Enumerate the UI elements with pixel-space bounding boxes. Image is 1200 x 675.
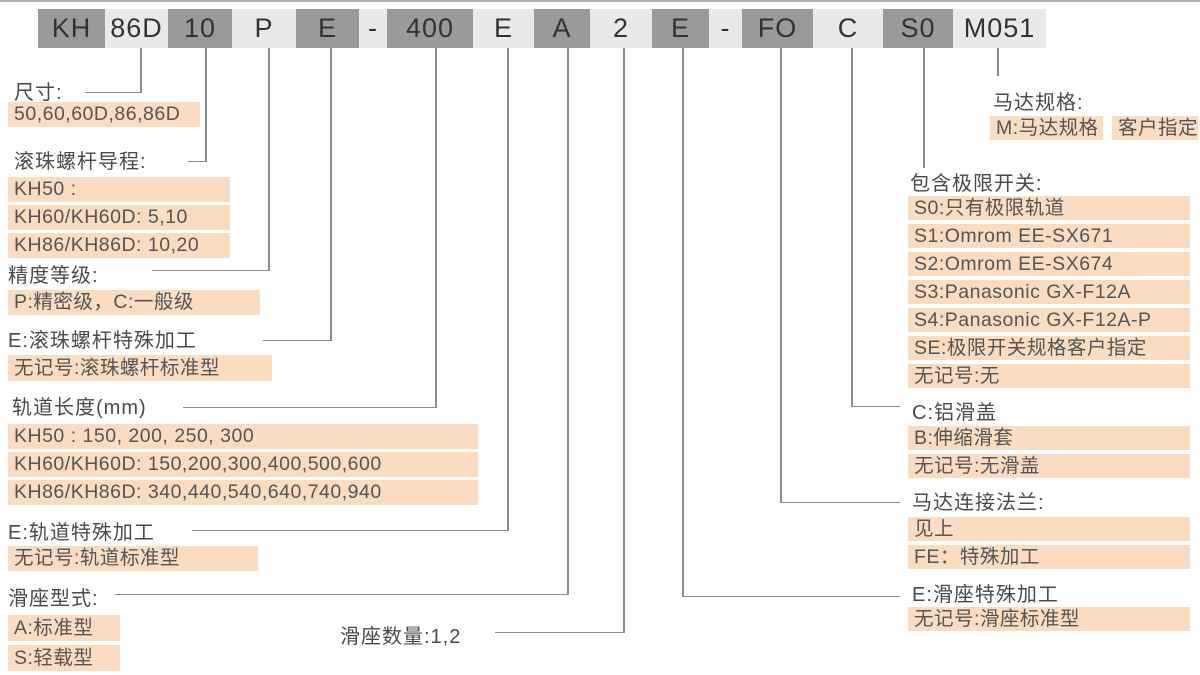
connector-screw-special-line bbox=[330, 48, 332, 341]
code-segment-slider-type: A bbox=[534, 9, 590, 48]
code-segment-lead: 10 bbox=[168, 9, 232, 48]
precision-option: P:精密级，C:一般级 bbox=[8, 290, 260, 315]
connector-rail-special-line bbox=[507, 48, 509, 531]
size-option: 50,60,60D,86,86D bbox=[8, 102, 200, 127]
limit-switch-option: 无记号:无 bbox=[908, 364, 1190, 388]
limit-switch-option: SE:极限开关规格客户指定 bbox=[908, 336, 1190, 360]
code-segment-limit-switch: S0 bbox=[883, 9, 953, 48]
connector-rail-length-line bbox=[435, 48, 437, 408]
rail-machining-label: E:轨道特殊加工 bbox=[8, 522, 155, 544]
code-segment-rail-length: 400 bbox=[387, 9, 473, 48]
code-segment-dash1: - bbox=[359, 9, 387, 48]
flange-label: 马达连接法兰: bbox=[912, 492, 1045, 514]
code-segment-screw-special: E bbox=[296, 9, 359, 48]
limit-switch-option: S3:Panasonic GX-F12A bbox=[908, 280, 1190, 304]
screw-lead-option: KH60/KH60D: 5,10 bbox=[8, 205, 230, 230]
cover-option: 无记号:无滑盖 bbox=[908, 454, 1190, 478]
connector-limit-switch-line bbox=[923, 48, 925, 168]
code-segment-slider-special: E bbox=[652, 9, 709, 48]
connector-cover-line bbox=[851, 48, 853, 407]
slider-type-option: A:标准型 bbox=[8, 615, 120, 641]
code-segment-dash2: - bbox=[709, 9, 742, 48]
slider-type-label: 滑座型式: bbox=[8, 588, 99, 610]
rail-length-option: KH50 : 150, 200, 250, 300 bbox=[8, 424, 478, 449]
motor-spec-label: 马达规格: bbox=[993, 92, 1084, 114]
connector-lead-line bbox=[188, 160, 207, 162]
connector-precision-line bbox=[268, 48, 270, 271]
rail-length-option: KH60/KH60D: 150,200,300,400,500,600 bbox=[8, 452, 478, 477]
connector-rail-length-line bbox=[183, 406, 437, 408]
screw-machining-label: E:滚珠螺杆特殊加工 bbox=[8, 330, 197, 352]
cover-option: B:伸缩滑套 bbox=[908, 426, 1190, 450]
size-label: 尺寸: bbox=[14, 82, 63, 104]
connector-flange-line bbox=[780, 48, 782, 503]
slider-machining-option: 无记号:滑座标准型 bbox=[908, 607, 1190, 631]
motor-spec-option: 客户指定 bbox=[1112, 116, 1198, 140]
connector-rail-special-line bbox=[192, 529, 509, 531]
rail-length-label: 轨道长度(mm) bbox=[12, 397, 147, 419]
screw-lead-option: KH86/KH86D: 10,20 bbox=[8, 233, 230, 258]
code-segment-cover: C bbox=[813, 9, 883, 48]
connector-slider-type-line bbox=[115, 593, 569, 595]
connector-slider-special-line bbox=[682, 595, 900, 597]
limit-switch-option: S0:只有极限轨道 bbox=[908, 196, 1190, 220]
connector-precision-line bbox=[152, 269, 270, 271]
code-segment-precision: P bbox=[232, 9, 296, 48]
connector-lead-line bbox=[205, 48, 207, 162]
screw-lead-option: KH50 : bbox=[8, 177, 230, 202]
code-segment-rail-special: E bbox=[473, 9, 534, 48]
rail-machining-option: 无记号:轨道标准型 bbox=[8, 546, 258, 571]
connector-cover-line bbox=[851, 405, 900, 407]
screw-lead-label: 滚珠螺杆导程: bbox=[14, 151, 147, 173]
limit-switch-option: S1:Omrom EE-SX671 bbox=[908, 224, 1190, 248]
model-code-bar: KH 86D 10 P E - 400 E A 2 E - FO C S0 M0… bbox=[38, 9, 1046, 48]
code-segment-size: 86D bbox=[105, 9, 168, 48]
top-border-line bbox=[0, 0, 1200, 2]
limit-switch-label: 包含极限开关: bbox=[910, 173, 1043, 195]
flange-option: FE：特殊加工 bbox=[908, 545, 1190, 569]
limit-switch-option: S4:Panasonic GX-F12A-P bbox=[908, 308, 1190, 332]
connector-size-line bbox=[85, 91, 142, 93]
connector-screw-special-line bbox=[263, 339, 332, 341]
connector-motor-line bbox=[997, 48, 999, 76]
cover-label: C:铝滑盖 bbox=[912, 402, 997, 424]
precision-label: 精度等级: bbox=[8, 265, 99, 287]
motor-spec-option: M:马达规格 bbox=[990, 116, 1103, 140]
slider-machining-label: E:滑座特殊加工 bbox=[912, 584, 1059, 606]
limit-switch-option: S2:Omrom EE-SX674 bbox=[908, 252, 1190, 276]
connector-slider-type-line bbox=[567, 48, 569, 595]
code-segment-flange: FO bbox=[742, 9, 813, 48]
connector-slider-special-line bbox=[682, 48, 684, 597]
connector-flange-line bbox=[780, 501, 900, 503]
flange-option: 见上 bbox=[908, 517, 1190, 541]
slider-type-option: S:轻载型 bbox=[8, 645, 120, 671]
code-segment-slider-qty: 2 bbox=[590, 9, 652, 48]
connector-slider-qty-line bbox=[623, 48, 625, 633]
connector-slider-qty-line bbox=[495, 631, 625, 633]
code-segment-series: KH bbox=[38, 9, 105, 48]
code-segment-motor: M051 bbox=[953, 9, 1046, 48]
rail-length-option: KH86/KH86D: 340,440,540,640,740,940 bbox=[8, 480, 478, 505]
slider-qty-label: 滑座数量:1,2 bbox=[340, 626, 462, 648]
screw-machining-option: 无记号:滚珠螺杆标准型 bbox=[8, 355, 272, 381]
connector-size-line bbox=[140, 48, 142, 93]
